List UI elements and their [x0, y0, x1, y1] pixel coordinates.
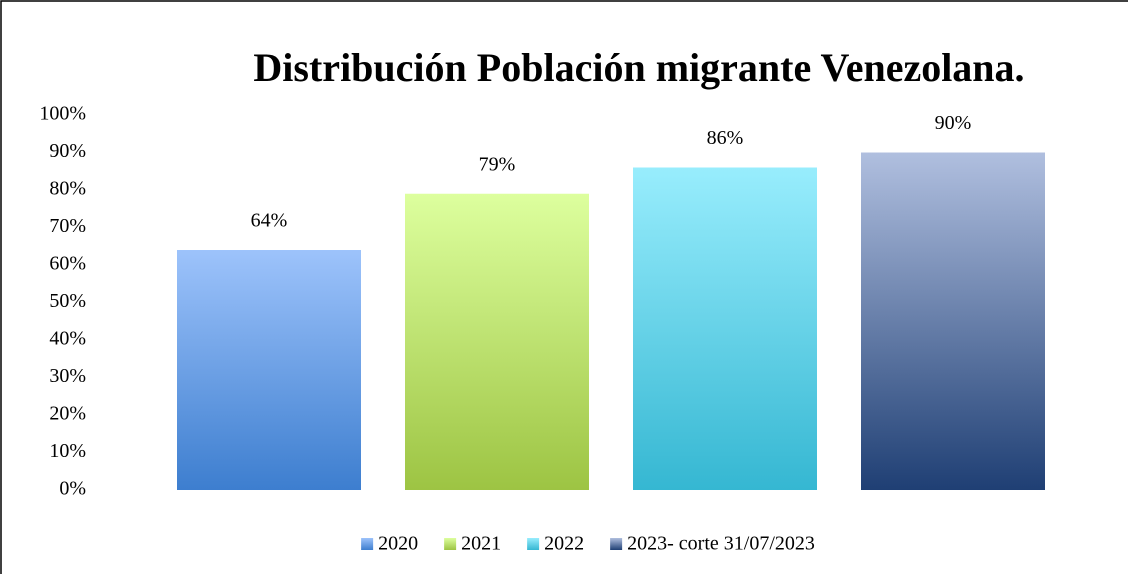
bar: [633, 167, 817, 490]
y-tick-label: 100%: [39, 103, 86, 125]
y-tick-label: 90%: [49, 140, 86, 162]
legend-swatch: [527, 538, 540, 550]
y-tick-label: 70%: [49, 215, 86, 237]
y-tick-label: 50%: [49, 290, 86, 312]
bar: [177, 250, 361, 490]
y-tick-label: 20%: [49, 403, 86, 425]
data-label: 90%: [935, 112, 972, 134]
data-label: 64%: [251, 210, 288, 232]
legend-label: 2020: [378, 533, 418, 555]
legend-label: 2022: [544, 533, 584, 555]
y-tick-label: 40%: [49, 328, 86, 350]
y-tick-label: 30%: [49, 365, 86, 387]
legend-label: 2021: [461, 533, 501, 555]
y-tick-label: 10%: [49, 440, 86, 462]
legend-swatch: [444, 538, 457, 550]
chart-title: Distribución Población migrante Venezola…: [253, 45, 1024, 90]
data-label: 86%: [707, 127, 744, 149]
bar: [405, 193, 589, 490]
data-label: 79%: [479, 153, 516, 175]
y-tick-label: 0%: [59, 478, 86, 500]
y-tick-label: 60%: [49, 253, 86, 275]
y-tick-label: 80%: [49, 178, 86, 200]
legend-swatch: [361, 538, 374, 550]
legend-swatch: [610, 538, 623, 550]
legend-label: 2023- corte 31/07/2023: [627, 533, 815, 555]
bar: [861, 152, 1045, 490]
